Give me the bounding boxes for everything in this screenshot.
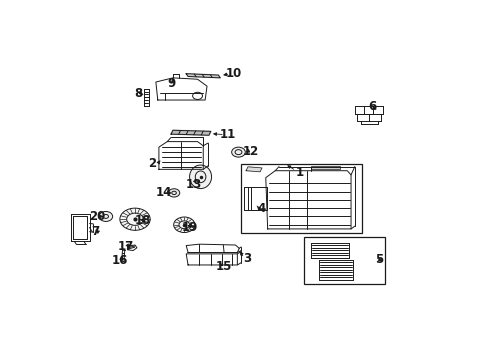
Bar [311,166,339,169]
Text: 4: 4 [257,202,265,215]
Text: 3: 3 [242,252,250,265]
Circle shape [120,208,150,230]
Text: 5: 5 [375,253,383,266]
Polygon shape [245,167,262,172]
Text: 8: 8 [134,87,142,100]
Text: 7: 7 [91,225,99,238]
Circle shape [168,189,180,197]
Text: 17: 17 [117,240,133,253]
Circle shape [231,147,245,157]
Text: 15: 15 [216,260,232,273]
Text: 20: 20 [89,210,105,223]
Text: 2: 2 [148,157,156,170]
Text: 14: 14 [155,186,171,199]
Text: 18: 18 [134,214,150,227]
Circle shape [173,217,195,233]
Text: 10: 10 [225,67,241,80]
Text: 16: 16 [111,254,128,267]
Text: 6: 6 [367,100,375,113]
Ellipse shape [189,165,211,189]
Polygon shape [171,130,210,135]
Text: 1: 1 [295,166,304,179]
Text: 12: 12 [242,145,258,158]
Text: 11: 11 [219,128,236,141]
Bar [241,164,362,233]
Polygon shape [186,74,220,78]
Text: 13: 13 [185,178,202,191]
Text: 9: 9 [166,77,175,90]
Circle shape [99,211,112,221]
Bar [303,237,385,284]
Text: 19: 19 [182,221,198,234]
